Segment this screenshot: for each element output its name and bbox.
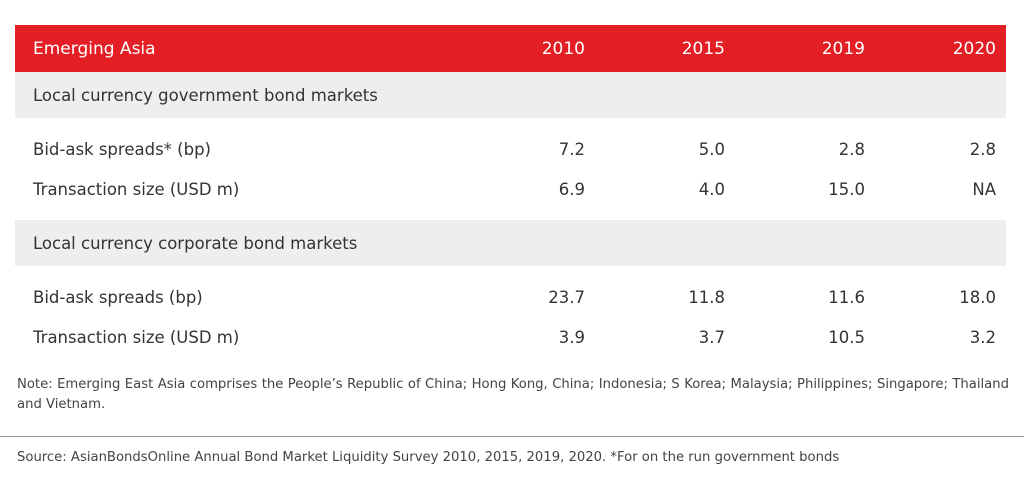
- table-row: Transaction size (USD m) 6.9 4.0 15.0 NA: [15, 169, 1006, 209]
- header-year-2020: 2020: [952, 38, 996, 59]
- cell-value: 11.6: [828, 287, 865, 307]
- cell-value: 2.8: [969, 139, 996, 159]
- table-note: Note: Emerging East Asia comprises the P…: [17, 377, 1009, 412]
- source-line: Source: AsianBondsOnline Annual Bond Mar…: [17, 450, 840, 465]
- section-title-government: Local currency government bond markets: [15, 72, 1006, 118]
- cell-value: 7.2: [558, 139, 585, 159]
- row-label: Bid-ask spreads* (bp): [33, 139, 211, 159]
- section-title-corporate: Local currency corporate bond markets: [15, 220, 1006, 266]
- row-label: Transaction size (USD m): [33, 179, 240, 199]
- cell-value: 3.7: [698, 327, 725, 347]
- cell-value: 3.9: [558, 327, 585, 347]
- cell-value: 11.8: [688, 287, 725, 307]
- table-row: Bid-ask spreads* (bp) 7.2 5.0 2.8 2.8: [15, 129, 1006, 169]
- cell-value: 10.5: [828, 327, 865, 347]
- header-year-2019: 2019: [821, 38, 865, 59]
- row-label: Bid-ask spreads (bp): [33, 287, 203, 307]
- cell-value: 4.0: [698, 179, 725, 199]
- header-year-2015: 2015: [681, 38, 725, 59]
- table-row: Transaction size (USD m) 3.9 3.7 10.5 3.…: [15, 317, 1006, 357]
- header-year-2010: 2010: [541, 38, 585, 59]
- row-label: Transaction size (USD m): [33, 327, 240, 347]
- table-header-row: Emerging Asia 2010 2015 2019 2020: [15, 25, 1006, 72]
- header-label: Emerging Asia: [33, 38, 156, 59]
- divider: [0, 436, 1024, 437]
- cell-value: 5.0: [698, 139, 725, 159]
- cell-value: 18.0: [959, 287, 996, 307]
- cell-value: 15.0: [828, 179, 865, 199]
- cell-value: 2.8: [838, 139, 865, 159]
- liquidity-table: Emerging Asia 2010 2015 2019 2020 Local …: [15, 25, 1006, 357]
- table-row: Bid-ask spreads (bp) 23.7 11.8 11.6 18.0: [15, 277, 1006, 317]
- cell-value: 6.9: [558, 179, 585, 199]
- cell-value: 23.7: [548, 287, 585, 307]
- cell-value: NA: [972, 179, 996, 199]
- cell-value: 3.2: [969, 327, 996, 347]
